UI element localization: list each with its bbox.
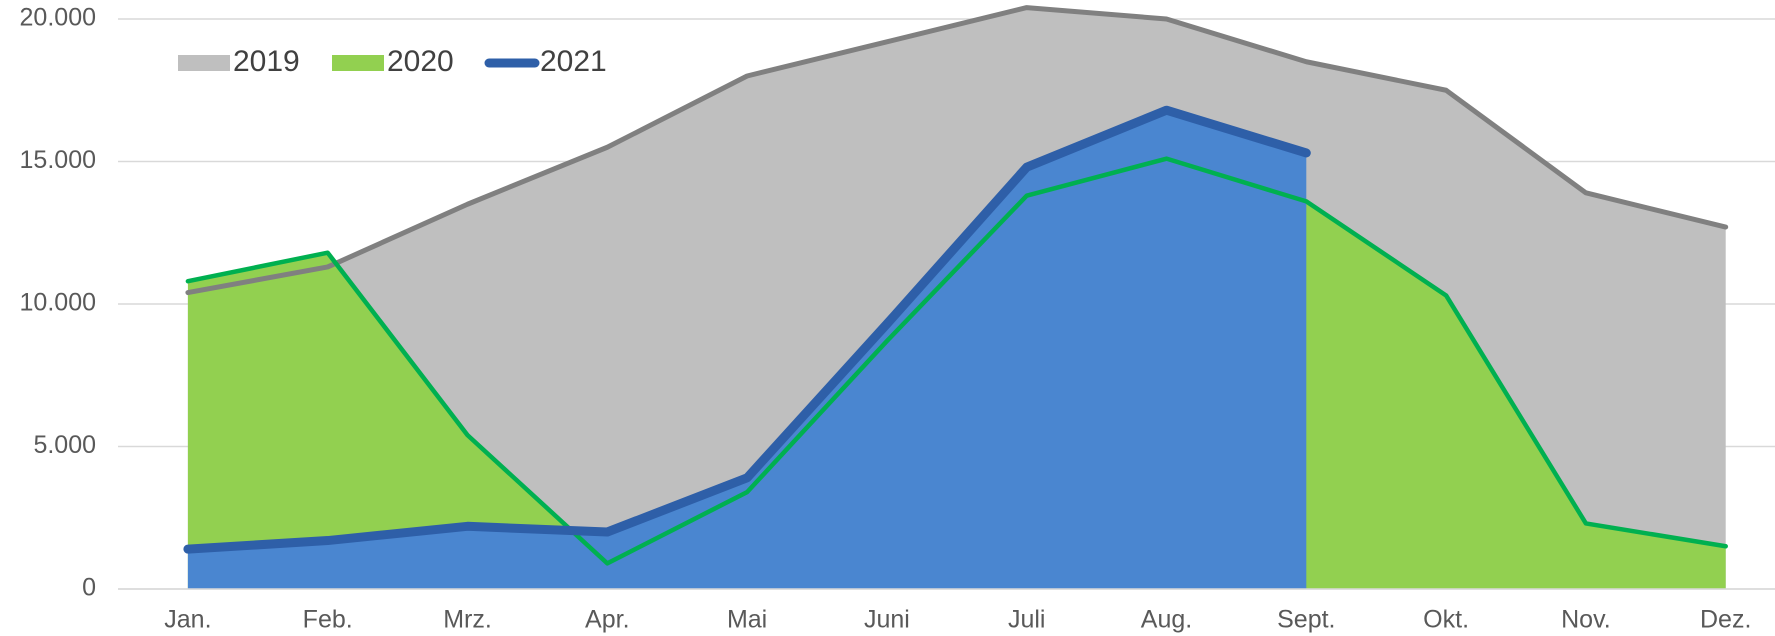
- y-tick-label: 0: [82, 574, 96, 602]
- y-tick-label: 10.000: [20, 289, 96, 317]
- y-tick-label: 15.000: [20, 146, 96, 174]
- area: [187, 110, 1307, 589]
- x-tick-label: Mai: [727, 606, 767, 634]
- legend-label: 2019: [233, 45, 300, 78]
- x-tick-label: Apr.: [585, 606, 629, 634]
- line: [185, 156, 1728, 566]
- legend-swatch: [332, 55, 384, 71]
- x-tick-label: Nov.: [1561, 606, 1611, 634]
- x-tick-label: Aug.: [1141, 606, 1192, 634]
- legend-label: 2021: [540, 45, 607, 78]
- x-tick-label: Jan.: [164, 606, 211, 634]
- line: [183, 105, 1311, 554]
- x-tick-label: Sept.: [1277, 606, 1335, 634]
- legend-swatch: [178, 55, 230, 71]
- x-tick-label: Okt.: [1423, 606, 1469, 634]
- legend-label: 2020: [387, 45, 454, 78]
- x-tick-label: Mrz.: [443, 606, 492, 634]
- y-tick-label: 5.000: [33, 431, 96, 459]
- y-tick-label: 20.000: [20, 4, 96, 32]
- x-tick-label: Juni: [864, 606, 910, 634]
- x-tick-label: Dez.: [1700, 606, 1751, 634]
- x-tick-label: Juli: [1008, 606, 1046, 634]
- x-tick-label: Feb.: [303, 606, 353, 634]
- line: [185, 5, 1729, 296]
